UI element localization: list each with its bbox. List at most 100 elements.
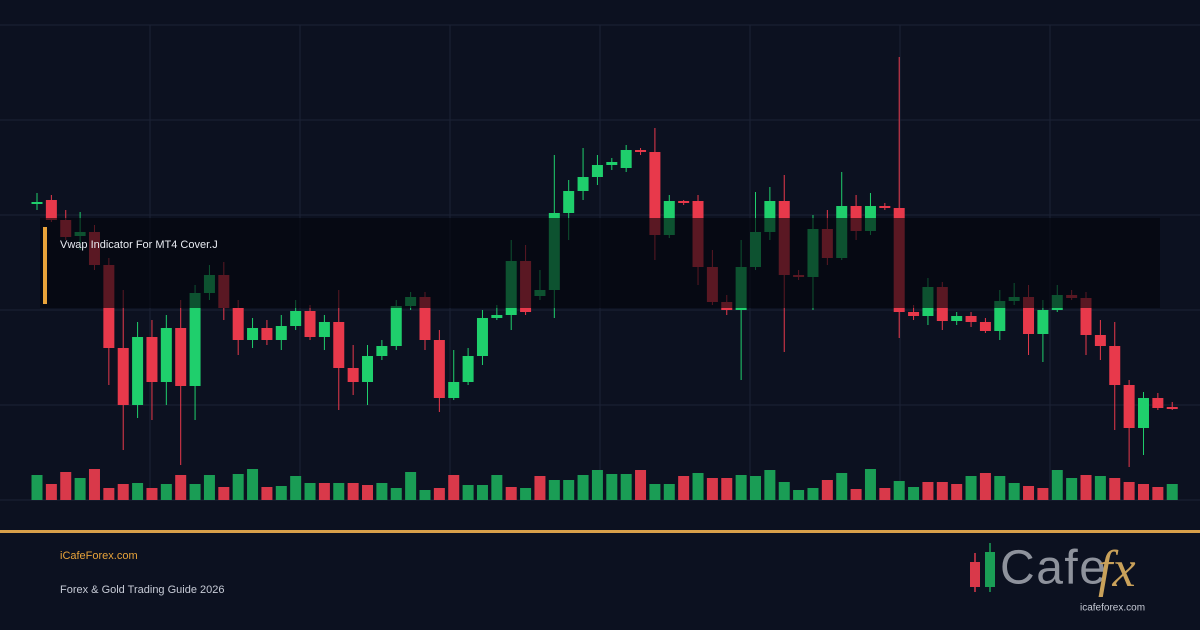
candle-body (1023, 297, 1035, 334)
volume-bar (979, 473, 991, 500)
candle-body (261, 328, 273, 340)
volume-bar (362, 485, 374, 500)
volume-bar (706, 478, 718, 500)
candle-body (563, 191, 575, 213)
volume-bar (1123, 482, 1135, 500)
volume-bar (663, 484, 675, 500)
volume-bar (922, 482, 934, 500)
volume-bar (692, 473, 704, 500)
candle-body (1094, 335, 1106, 346)
volume-bar (520, 488, 532, 500)
candle-body (247, 328, 259, 340)
candle-body (189, 293, 201, 386)
volume-bar (1152, 487, 1164, 500)
volume-bar (1137, 484, 1149, 500)
volume-bar (850, 489, 862, 500)
candle-body (979, 322, 991, 331)
volume-bar (994, 476, 1006, 500)
candle-body (275, 326, 287, 340)
volume-bar (505, 487, 517, 500)
volume-bar (793, 490, 805, 500)
volume-bar (721, 478, 733, 500)
logo-candle (985, 552, 995, 587)
volume-bar (1109, 478, 1121, 500)
candle-body (376, 346, 388, 356)
candle-body (1152, 398, 1164, 408)
volume-bar (649, 484, 661, 500)
candle-body (146, 337, 158, 382)
candle-body (45, 200, 57, 220)
volume-bar (563, 480, 575, 500)
volume-bar (189, 484, 201, 500)
volume-bar (218, 487, 230, 500)
candle-body (31, 202, 43, 204)
volume-bar (879, 488, 891, 500)
volume-bar (376, 483, 388, 500)
volume-bar (893, 481, 905, 500)
volume-bar (735, 475, 747, 500)
volume-bar (419, 490, 431, 500)
volume-bar (117, 484, 129, 500)
volume-bar (103, 488, 115, 500)
volume-bar (1037, 488, 1049, 500)
volume-bar (807, 488, 819, 500)
volume-bar (548, 480, 560, 500)
volume-bar (448, 475, 460, 500)
volume-bar (936, 482, 948, 500)
candle-body (635, 150, 647, 152)
candle-body (1123, 385, 1135, 428)
caption-accent (43, 227, 47, 304)
volume-bar (764, 470, 776, 500)
volume-bar (951, 484, 963, 500)
candle-body (764, 201, 776, 232)
volume-bar (908, 487, 920, 500)
volume-bar (74, 478, 86, 500)
volume-bar (491, 475, 503, 500)
volume-bar (88, 469, 100, 500)
candle-body (304, 311, 316, 337)
candle-body (448, 382, 460, 398)
candle-body (1109, 346, 1121, 385)
candle-body (1080, 298, 1092, 335)
volume-bar (606, 474, 618, 500)
volume-bar (261, 487, 273, 500)
volume-bar (247, 469, 259, 500)
logo-url: icafeforex.com (1080, 603, 1145, 614)
volume-bar (821, 480, 833, 500)
volume-bar (1080, 475, 1092, 500)
candle-body (994, 301, 1006, 331)
volume-bar (132, 483, 144, 500)
candle-body (462, 356, 474, 382)
volume-bar (1008, 483, 1020, 500)
candle-body (232, 308, 244, 340)
volume-bar (864, 469, 876, 500)
candle-body (491, 315, 503, 318)
volume-bar (405, 472, 417, 500)
candle-body (160, 328, 172, 382)
candle-body (908, 312, 920, 316)
volume-bar (146, 488, 158, 500)
volume-bar (318, 483, 330, 500)
volume-bar (591, 470, 603, 500)
candle-body (678, 201, 690, 203)
divider (0, 530, 1200, 533)
volume-bar (232, 474, 244, 500)
candle-body (433, 340, 445, 398)
volume-bar (462, 485, 474, 500)
candle-body (175, 328, 187, 386)
candle-body (591, 165, 603, 177)
candle-body (419, 297, 431, 340)
volume-bar (534, 476, 546, 500)
candle-body (649, 152, 661, 235)
volume-bar (390, 488, 402, 500)
candle-body (318, 322, 330, 337)
candle-body (577, 177, 589, 191)
caption-title: Vwap Indicator For MT4 Cover.J (60, 239, 218, 251)
logo-candle (970, 562, 980, 587)
volume-bar (31, 475, 43, 500)
volume-bar (333, 483, 345, 500)
logo: Cafe fx icafeforex.com (970, 541, 1145, 614)
volume-bar (635, 470, 647, 500)
volume-bar (1166, 484, 1178, 500)
volume-bar (433, 488, 445, 500)
